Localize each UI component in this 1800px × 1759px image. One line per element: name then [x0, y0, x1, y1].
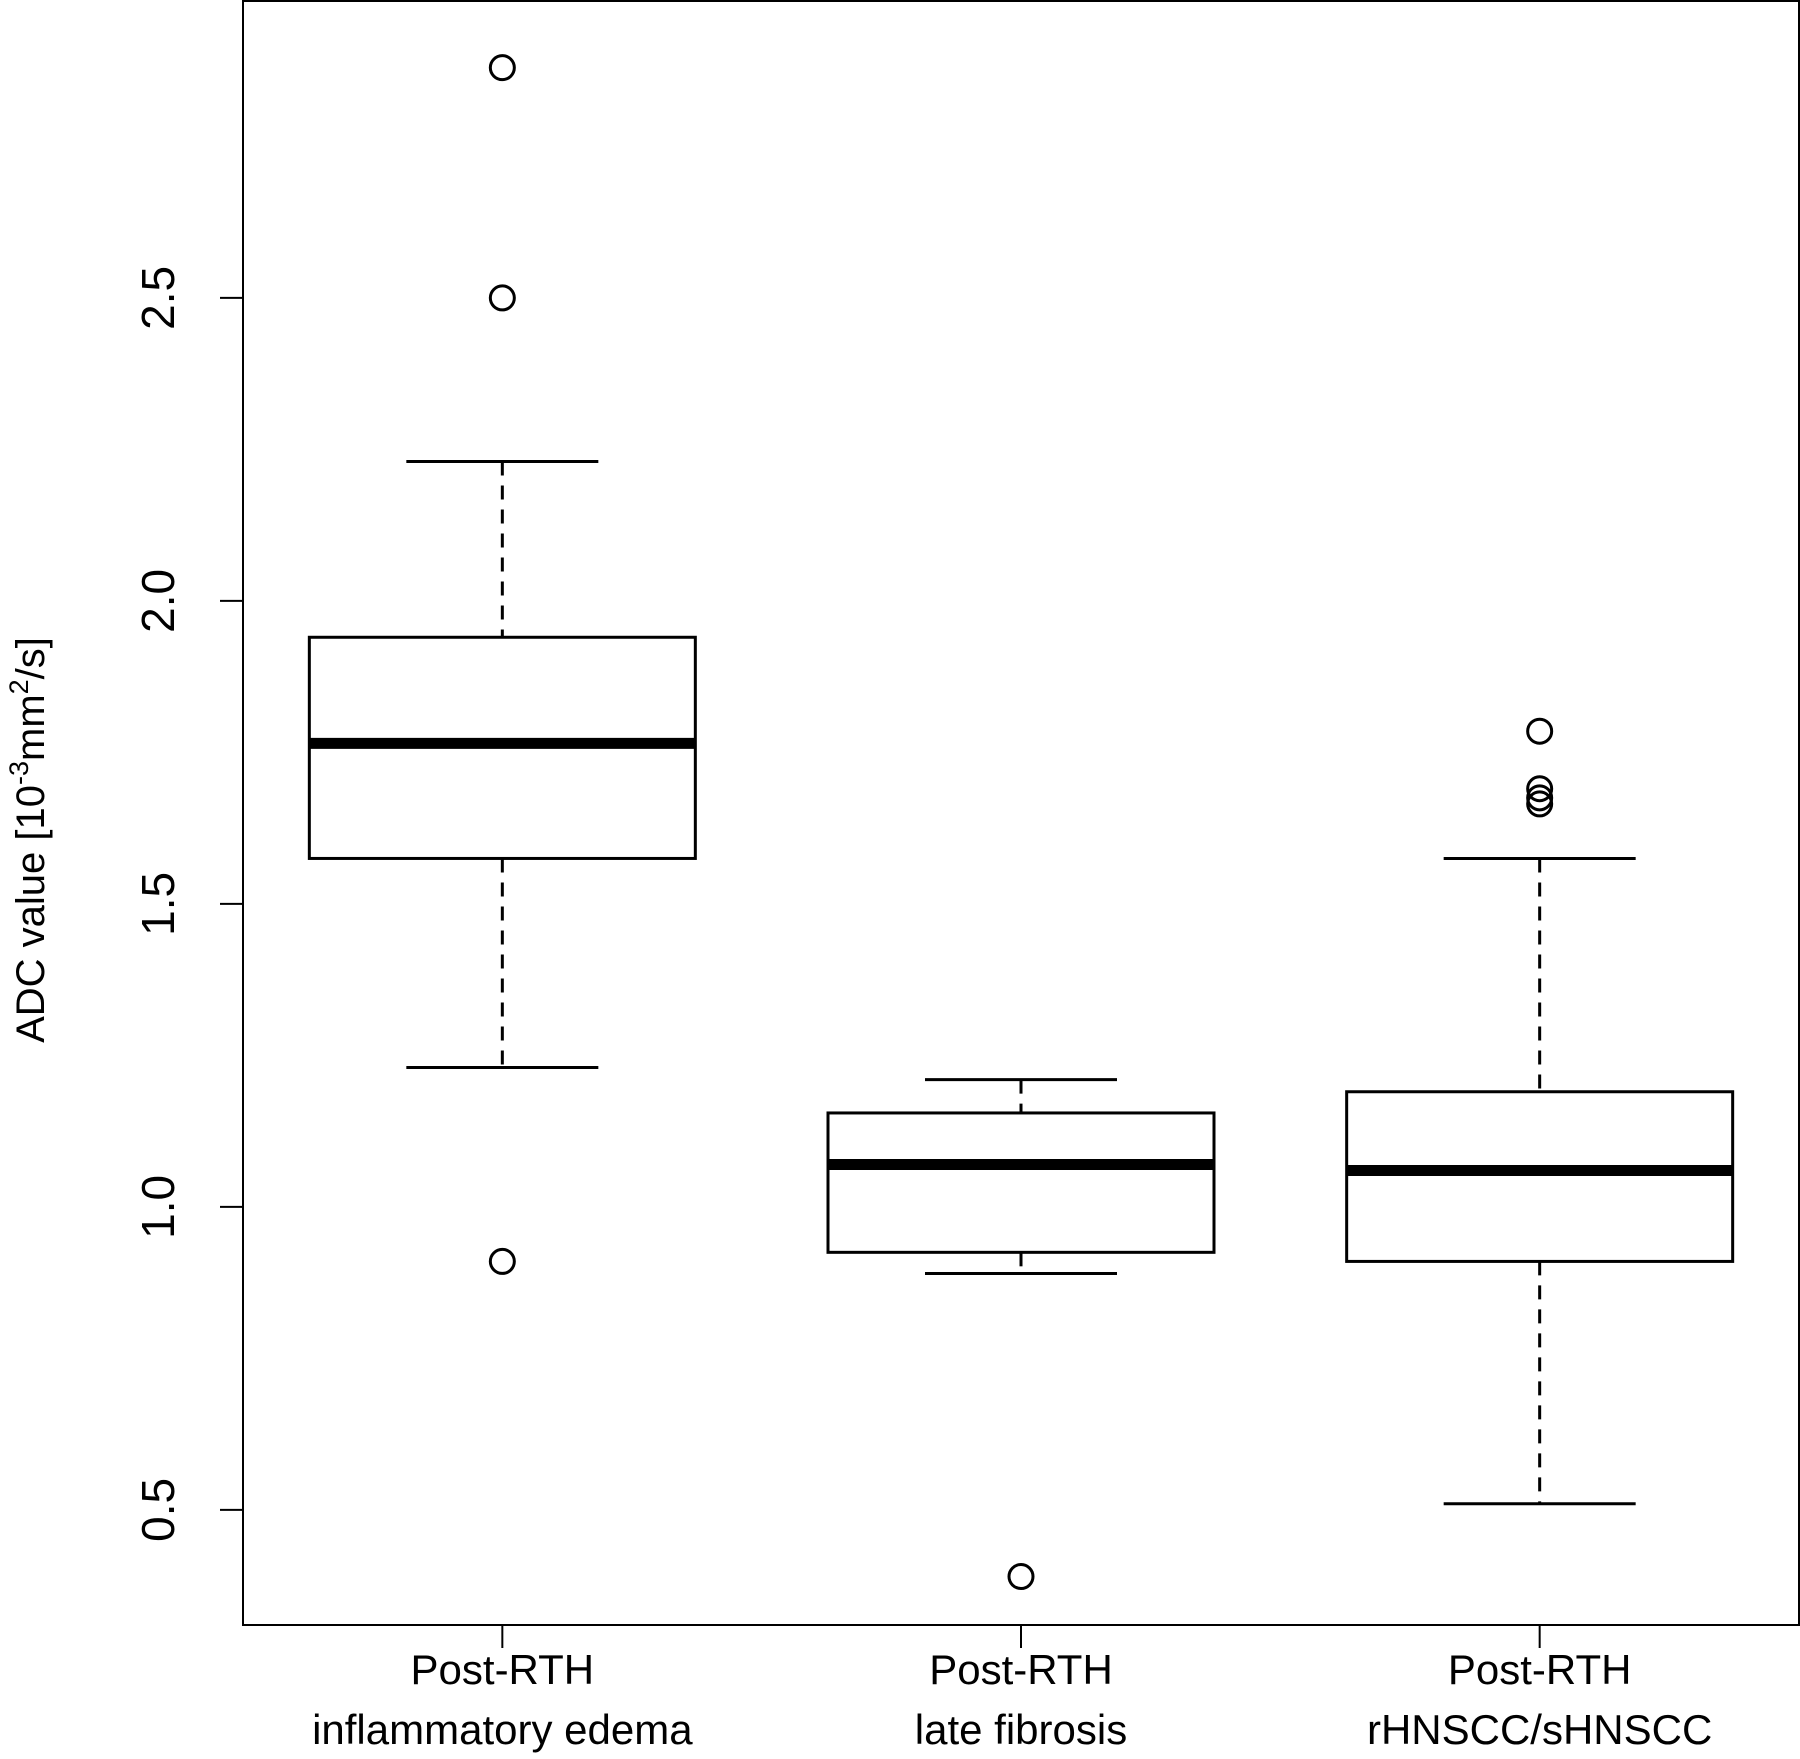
- y-tick-label: 2.0: [132, 569, 184, 633]
- outlier-point: [1007, 1563, 1035, 1591]
- outlier-point: [488, 284, 516, 312]
- y-axis-label-mid: mm: [9, 694, 53, 761]
- box-iqr: [826, 1111, 1216, 1254]
- y-axis-label-suffix: /s]: [9, 637, 53, 679]
- x-tick-label-line2: late fibrosis: [915, 1706, 1127, 1753]
- y-tick-label: 1.0: [132, 1175, 184, 1239]
- box-groups: [307, 54, 1735, 1591]
- box-group: [307, 54, 697, 1275]
- y-tick-label: 1.5: [132, 872, 184, 936]
- box-iqr: [1345, 1090, 1735, 1263]
- y-axis-label-exp2: 2: [4, 679, 34, 694]
- box-group: [826, 1078, 1216, 1591]
- outlier-point: [1526, 717, 1554, 745]
- x-tick-label-line1: Post-RTH: [929, 1646, 1113, 1693]
- x-tick-label-line1: Post-RTH: [411, 1646, 595, 1693]
- x-axis: Post-RTH inflammatory edema Post-RTH late f…: [312, 1625, 1712, 1753]
- outlier-point: [1526, 784, 1554, 812]
- x-tick-label-line2: inflammatory edema: [312, 1706, 693, 1753]
- y-tick-label: 2.5: [132, 266, 184, 330]
- y-axis-label-exp1: -3: [4, 761, 34, 785]
- outlier-point: [1526, 775, 1554, 803]
- y-axis-label: ADC value [10-3mm2/s]: [4, 637, 53, 1043]
- box-group: [1345, 717, 1735, 1506]
- outlier-point: [488, 1247, 516, 1275]
- x-tick-label-line2: rHNSCC/sHNSCC: [1367, 1706, 1712, 1753]
- outlier-point: [488, 54, 516, 82]
- y-tick-label: 0.5: [132, 1478, 184, 1542]
- y-axis: 0.5 1.0 1.5 2.0 2.5: [132, 266, 244, 1542]
- x-tick-label-line1: Post-RTH: [1448, 1646, 1632, 1693]
- y-axis-label-prefix: ADC value [10: [9, 785, 53, 1043]
